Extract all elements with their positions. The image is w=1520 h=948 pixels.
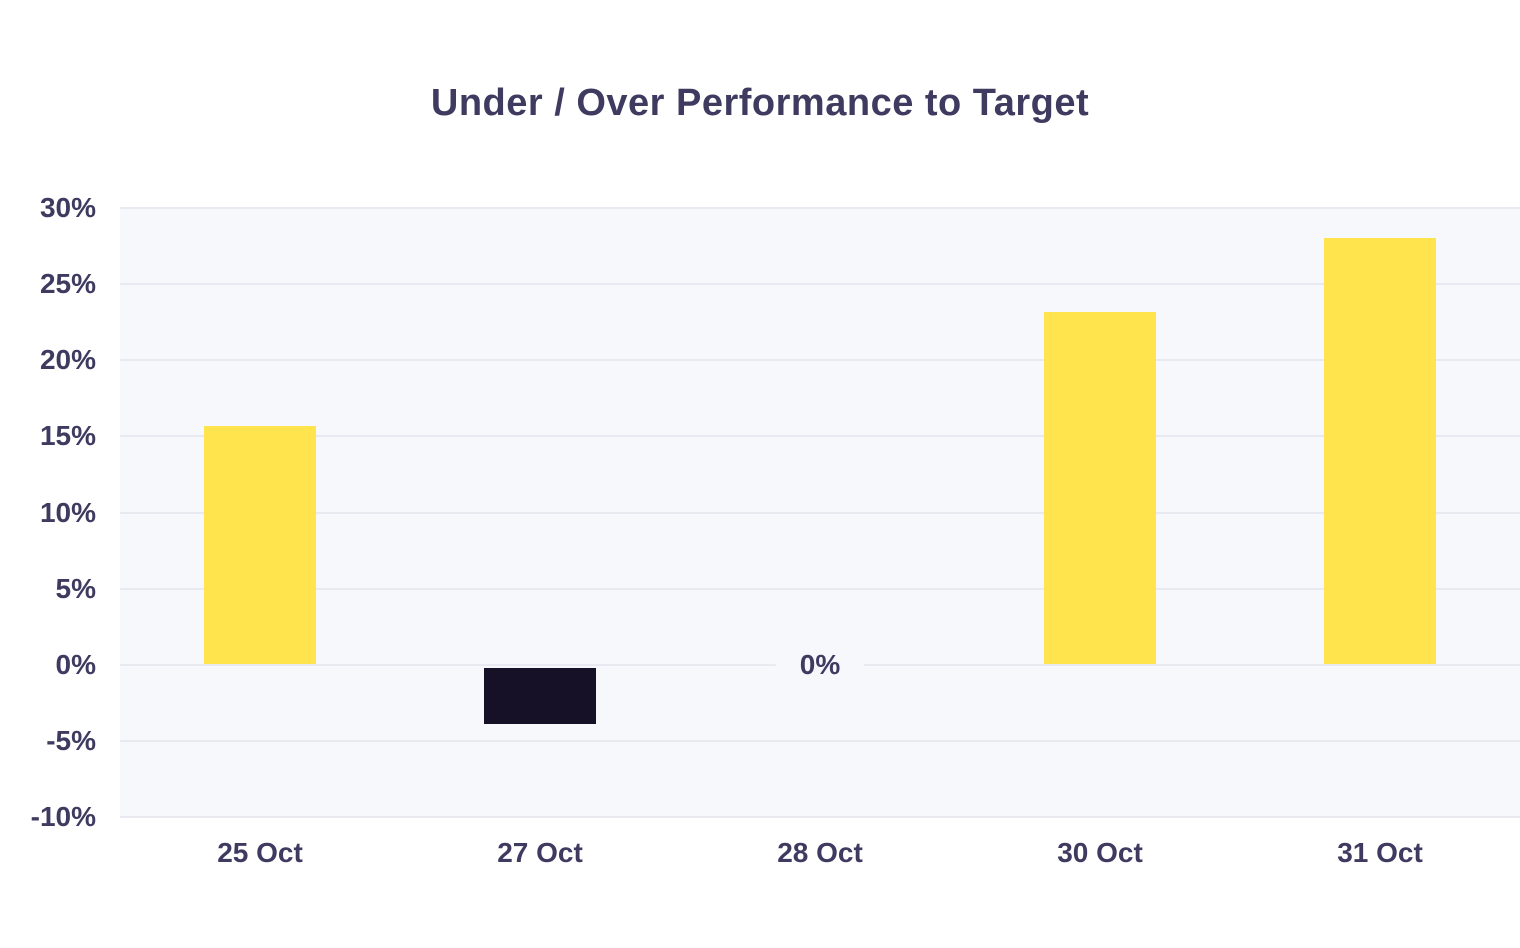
x-axis-category-label: 31 Oct: [1337, 837, 1423, 868]
y-axis-tick-label: -5%: [46, 724, 96, 756]
chart-title: Under / Over Performance to Target: [430, 82, 1090, 124]
zero-value-label-28-oct: 0%: [775, 647, 865, 682]
gridline: [120, 359, 1520, 362]
x-axis-category-label: 28 Oct: [777, 837, 863, 868]
gridline: [120, 283, 1520, 286]
bar-25-oct[interactable]: [204, 425, 316, 664]
x-axis-category-label: 30 Oct: [1057, 837, 1143, 868]
bar-27-oct[interactable]: [484, 667, 596, 725]
gridline: [120, 739, 1520, 742]
y-axis-tick-label: 5%: [55, 572, 96, 604]
x-axis-category-label: 27 Oct: [497, 837, 583, 868]
gridline: [120, 816, 1520, 818]
y-axis-tick-label: -10%: [30, 801, 96, 832]
gridline: [120, 207, 1520, 209]
y-axis-tick-label: 10%: [39, 496, 96, 528]
y-axis-tick-label: 25%: [39, 268, 96, 300]
gridline: [120, 435, 1520, 438]
bar-30-oct[interactable]: [1044, 311, 1156, 664]
gridline: [120, 587, 1520, 590]
y-axis-tick-label: 20%: [39, 344, 96, 376]
bar-31-oct[interactable]: [1324, 238, 1436, 664]
y-axis-tick-label: 0%: [55, 648, 96, 680]
plot-area: 0%: [120, 207, 1520, 818]
y-axis-tick-label: 30%: [39, 192, 96, 223]
y-axis-tick-label: 15%: [39, 420, 96, 452]
gridline: [120, 511, 1520, 514]
x-axis-category-label: 25 Oct: [217, 837, 303, 868]
